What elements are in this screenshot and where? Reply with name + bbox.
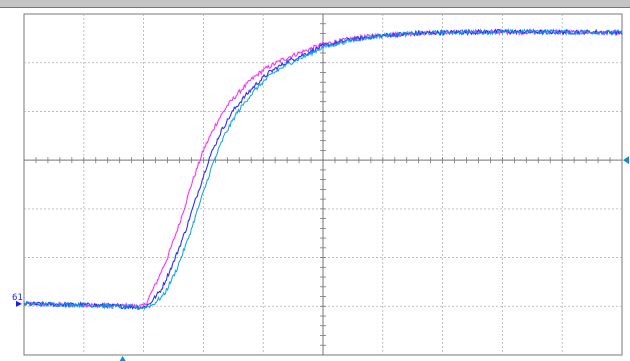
channel-marker-label: 61 (12, 293, 23, 303)
trigger-level-icon (623, 156, 629, 164)
trigger-position-icon (120, 356, 126, 361)
scope-markers: 61 (12, 156, 629, 361)
